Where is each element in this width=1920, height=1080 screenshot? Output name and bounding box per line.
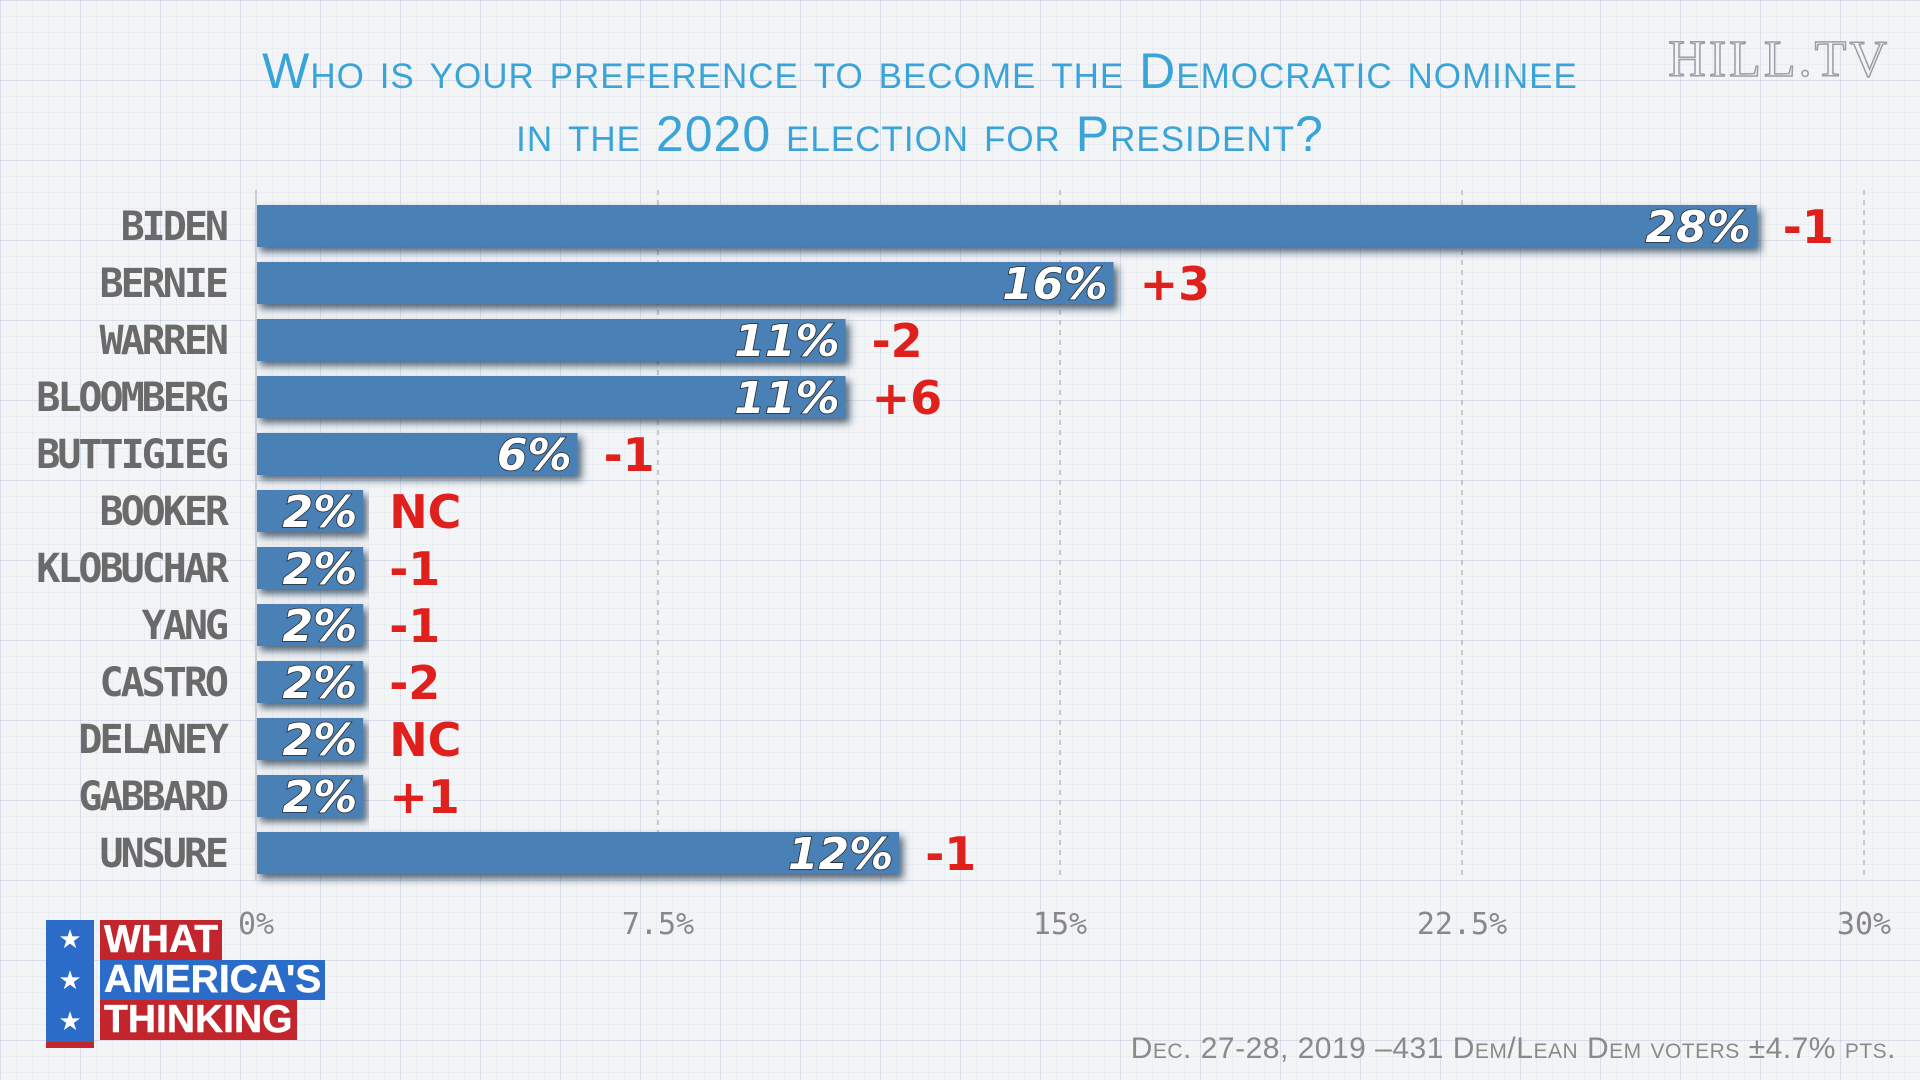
x-tick-label: 15%: [1033, 907, 1087, 942]
bar: [256, 832, 900, 874]
x-tick-label: 30%: [1837, 907, 1891, 942]
value-label: 11%: [734, 316, 839, 367]
logo-line-thinking: THINKING: [100, 999, 297, 1040]
change-label: +6: [872, 371, 943, 425]
bar: [256, 547, 364, 589]
value-label: 6%: [497, 430, 572, 481]
change-label: -2: [872, 314, 923, 368]
category-label: CASTRO: [100, 660, 228, 706]
change-label: NC: [389, 713, 461, 767]
bar: [256, 433, 578, 475]
value-label: 12%: [788, 829, 893, 880]
logo-stars: ★ ★ ★: [46, 920, 94, 1048]
bar: [256, 376, 846, 418]
category-label: BERNIE: [100, 261, 227, 307]
what-americas-thinking-logo: ★ ★ ★ WHAT AMERICA'S THINKING: [46, 919, 326, 1048]
value-label: 11%: [734, 373, 839, 424]
hilltv-watermark: HILL.TV: [1668, 30, 1890, 89]
bar: [256, 604, 364, 646]
value-label: 2%: [282, 715, 357, 766]
logo-line-americas: AMERICA'S: [100, 959, 326, 1000]
x-tick-label: 22.5%: [1417, 907, 1507, 942]
bar: [256, 319, 846, 361]
value-label: 2%: [282, 658, 357, 709]
category-label: BIDEN: [121, 204, 227, 250]
logo-words: WHAT AMERICA'S THINKING: [100, 919, 326, 1048]
value-label: 16%: [1002, 259, 1107, 310]
change-label: -1: [925, 827, 976, 881]
bar: [256, 205, 1757, 247]
change-label: -1: [604, 428, 655, 482]
bar: [256, 661, 364, 703]
category-label: DELANEY: [78, 717, 228, 763]
survey-footnote: Dec. 27-28, 2019 –431 Dem/Lean Dem voter…: [1130, 1032, 1896, 1065]
change-label: +1: [389, 770, 460, 824]
category-label: KLOBUCHAR: [36, 546, 230, 592]
chart-title-line-2: in the 2020 election for President?: [516, 106, 1324, 162]
x-tick-label: 7.5%: [622, 907, 694, 942]
category-label: YANG: [142, 603, 228, 649]
bar: [256, 490, 364, 532]
value-label: 2%: [282, 487, 357, 538]
chart-title-line-1: Who is your preference to become the Dem…: [262, 43, 1578, 99]
bar: [256, 718, 364, 760]
star-icon: ★: [58, 965, 82, 996]
bar: [256, 262, 1114, 304]
value-label: 2%: [282, 544, 357, 595]
bar: [256, 775, 364, 817]
star-icon: ★: [58, 1006, 82, 1037]
change-label: -1: [1783, 200, 1834, 254]
logo-line-what: WHAT: [100, 919, 223, 960]
category-label: BLOOMBERG: [36, 375, 228, 421]
category-label: BOOKER: [100, 489, 230, 535]
category-label: UNSURE: [100, 831, 227, 877]
star-icon: ★: [58, 925, 82, 956]
change-label: -1: [389, 542, 440, 596]
change-label: NC: [389, 485, 461, 539]
x-tick-label: 0%: [238, 907, 274, 942]
category-label: WARREN: [100, 318, 227, 364]
value-label: 2%: [282, 601, 357, 652]
value-label: 28%: [1645, 202, 1750, 253]
change-label: -2: [389, 656, 440, 710]
category-label: GABBARD: [78, 774, 227, 820]
category-label: BUTTIGIEG: [36, 432, 228, 478]
change-label: -1: [389, 599, 440, 653]
change-label: +3: [1140, 257, 1211, 311]
value-label: 2%: [282, 772, 357, 823]
